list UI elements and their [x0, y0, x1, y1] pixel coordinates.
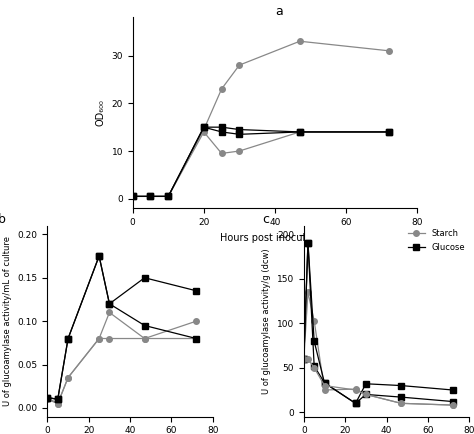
Y-axis label: U of glucoamylase activity/mL of culture: U of glucoamylase activity/mL of culture	[3, 236, 12, 406]
Text: a: a	[275, 5, 283, 18]
Legend: Starch, Glucose: Starch, Glucose	[405, 226, 468, 255]
Y-axis label: U of glucoamylase activity/g (dcw): U of glucoamylase activity/g (dcw)	[262, 248, 271, 394]
Y-axis label: OD₆₀₀: OD₆₀₀	[96, 99, 106, 126]
Text: b: b	[0, 213, 6, 226]
Text: c: c	[263, 213, 269, 226]
X-axis label: Hours post inoculation: Hours post inoculation	[220, 233, 330, 243]
